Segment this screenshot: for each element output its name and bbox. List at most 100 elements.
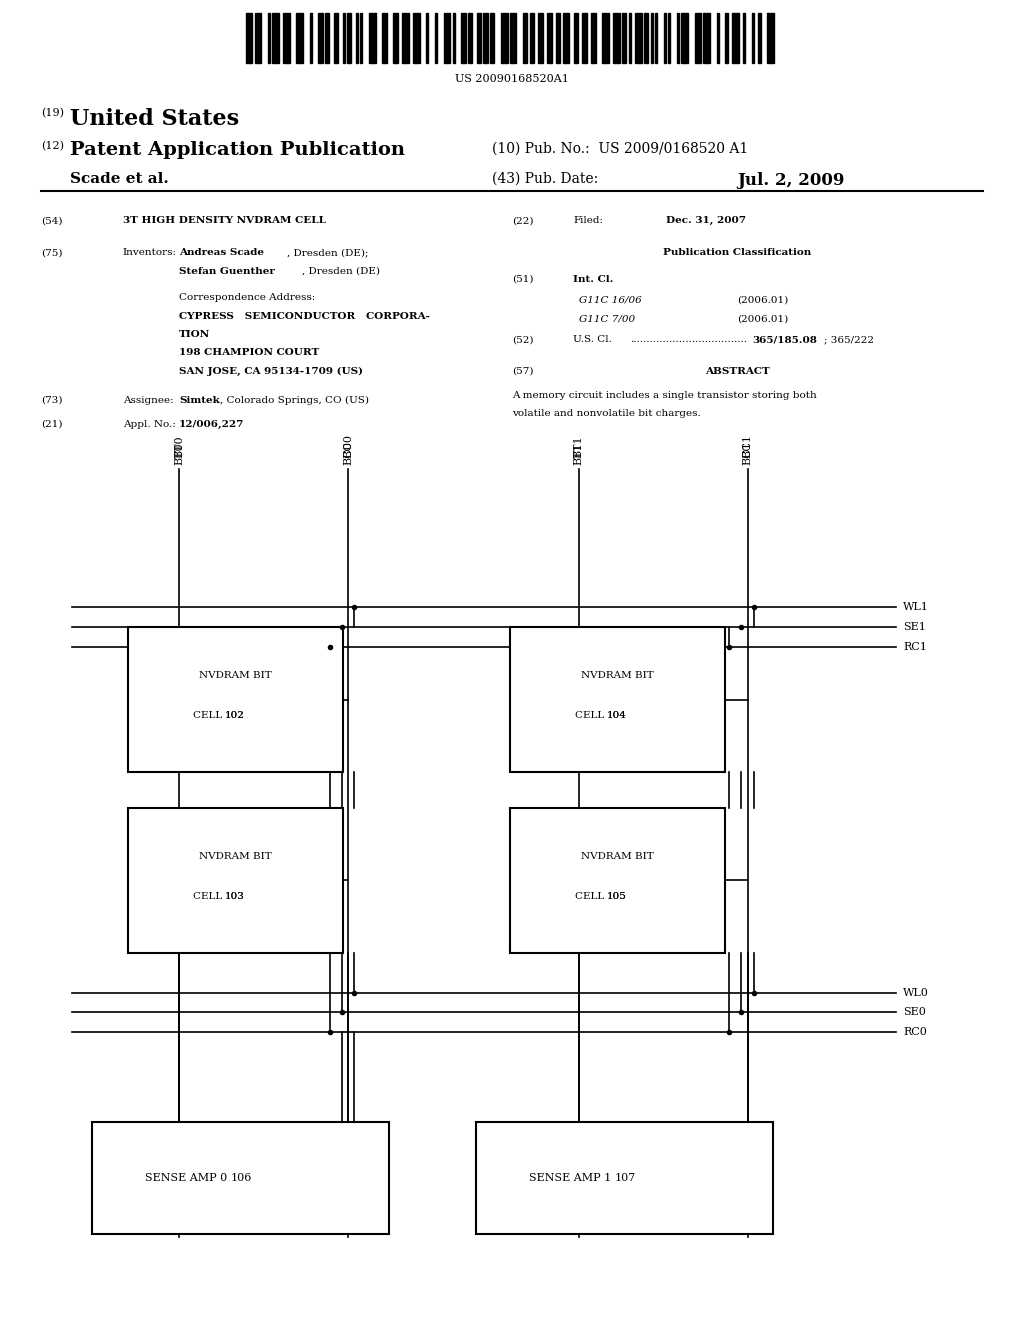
Text: ABSTRACT: ABSTRACT xyxy=(705,367,770,376)
Text: (75): (75) xyxy=(41,248,62,257)
Text: US 20090168520A1: US 20090168520A1 xyxy=(455,74,569,84)
Text: NVDRAM BIT: NVDRAM BIT xyxy=(199,853,272,861)
Bar xyxy=(583,13,587,63)
Bar xyxy=(309,13,311,63)
Text: CELL: CELL xyxy=(574,711,607,719)
Text: 104: 104 xyxy=(607,711,627,719)
Bar xyxy=(732,13,738,63)
Text: Dec. 31, 2007: Dec. 31, 2007 xyxy=(666,216,745,226)
Bar xyxy=(591,13,596,63)
Bar xyxy=(703,13,710,63)
Text: Int. Cl.: Int. Cl. xyxy=(573,275,613,284)
Bar xyxy=(539,13,543,63)
Text: BC0: BC0 xyxy=(343,441,353,465)
Text: , Dresden (DE): , Dresden (DE) xyxy=(302,267,380,276)
Text: Jul. 2, 2009: Jul. 2, 2009 xyxy=(737,172,845,189)
Bar xyxy=(272,13,279,63)
Text: , Dresden (DE);: , Dresden (DE); xyxy=(287,248,369,257)
Text: CYPRESS   SEMICONDUCTOR   CORPORA-: CYPRESS SEMICONDUCTOR CORPORA- xyxy=(179,312,430,321)
Text: 102: 102 xyxy=(225,711,245,719)
Bar xyxy=(128,627,343,772)
Text: G11C 7/00: G11C 7/00 xyxy=(579,314,635,323)
Text: CELL: CELL xyxy=(574,892,607,900)
Bar xyxy=(622,13,627,63)
Bar xyxy=(382,13,387,63)
Text: (22): (22) xyxy=(512,216,534,226)
Bar xyxy=(573,13,578,63)
Text: U.S. Cl.: U.S. Cl. xyxy=(573,335,612,345)
Bar xyxy=(725,13,728,63)
Bar xyxy=(284,13,290,63)
Bar xyxy=(613,13,620,63)
Bar xyxy=(347,13,351,63)
Text: SE0: SE0 xyxy=(903,1007,926,1018)
Text: Appl. No.:: Appl. No.: xyxy=(123,420,176,429)
Text: BC1: BC1 xyxy=(742,434,753,458)
Bar xyxy=(752,13,754,63)
Text: Andreas Scade: Andreas Scade xyxy=(179,248,264,257)
Text: BT0: BT0 xyxy=(174,436,184,458)
Bar xyxy=(547,13,552,63)
Text: CELL: CELL xyxy=(193,892,225,900)
Text: Scade et al.: Scade et al. xyxy=(70,172,168,186)
Text: Correspondence Address:: Correspondence Address: xyxy=(179,293,315,302)
Bar xyxy=(267,13,270,63)
Text: (10) Pub. No.:  US 2009/0168520 A1: (10) Pub. No.: US 2009/0168520 A1 xyxy=(492,141,748,156)
Text: SENSE AMP 0: SENSE AMP 0 xyxy=(144,1173,230,1183)
Bar xyxy=(393,13,397,63)
Text: (2006.01): (2006.01) xyxy=(737,296,788,305)
Bar xyxy=(296,13,303,63)
Text: (51): (51) xyxy=(512,275,534,284)
Bar xyxy=(523,13,527,63)
Bar xyxy=(629,13,631,63)
Text: (12): (12) xyxy=(41,141,63,152)
Bar xyxy=(759,13,761,63)
Bar xyxy=(462,13,466,63)
Text: Simtek: Simtek xyxy=(179,396,220,405)
Bar xyxy=(325,13,330,63)
Text: Stefan Guenther: Stefan Guenther xyxy=(179,267,275,276)
Text: (43) Pub. Date:: (43) Pub. Date: xyxy=(492,172,598,186)
Bar xyxy=(255,13,261,63)
Text: Inventors:: Inventors: xyxy=(123,248,177,257)
Text: volatile and nonvolatile bit charges.: volatile and nonvolatile bit charges. xyxy=(512,409,700,418)
Text: BC1: BC1 xyxy=(742,441,753,465)
Text: RC1: RC1 xyxy=(903,642,927,652)
Text: (73): (73) xyxy=(41,396,62,405)
Bar xyxy=(562,13,569,63)
Text: (2006.01): (2006.01) xyxy=(737,314,788,323)
Text: WL1: WL1 xyxy=(903,602,929,612)
Bar xyxy=(402,13,409,63)
Bar xyxy=(556,13,560,63)
Bar xyxy=(655,13,657,63)
Bar xyxy=(681,13,688,63)
Text: SAN JOSE, CA 95134-1709 (US): SAN JOSE, CA 95134-1709 (US) xyxy=(179,367,364,376)
Bar xyxy=(453,13,455,63)
Bar xyxy=(490,13,495,63)
Bar xyxy=(602,13,609,63)
Text: (54): (54) xyxy=(41,216,62,226)
Text: Publication Classification: Publication Classification xyxy=(664,248,811,257)
Text: (57): (57) xyxy=(512,367,534,376)
Bar xyxy=(413,13,420,63)
Text: ; 365/222: ; 365/222 xyxy=(824,335,874,345)
Bar xyxy=(334,13,338,63)
Bar xyxy=(426,13,428,63)
Text: 106: 106 xyxy=(230,1173,252,1183)
Bar xyxy=(92,1122,389,1234)
Text: 104: 104 xyxy=(607,711,627,719)
Bar xyxy=(677,13,679,63)
Bar xyxy=(717,13,719,63)
Bar xyxy=(343,13,345,63)
Text: TION: TION xyxy=(179,330,211,339)
Text: BT0: BT0 xyxy=(174,442,184,465)
Text: 103: 103 xyxy=(225,892,245,900)
Text: 105: 105 xyxy=(607,892,627,900)
Bar xyxy=(510,627,725,772)
Text: CELL: CELL xyxy=(193,711,225,719)
Text: 105: 105 xyxy=(607,892,627,900)
Bar xyxy=(650,13,653,63)
Text: BT1: BT1 xyxy=(573,442,584,465)
Bar xyxy=(246,13,252,63)
Bar xyxy=(644,13,648,63)
